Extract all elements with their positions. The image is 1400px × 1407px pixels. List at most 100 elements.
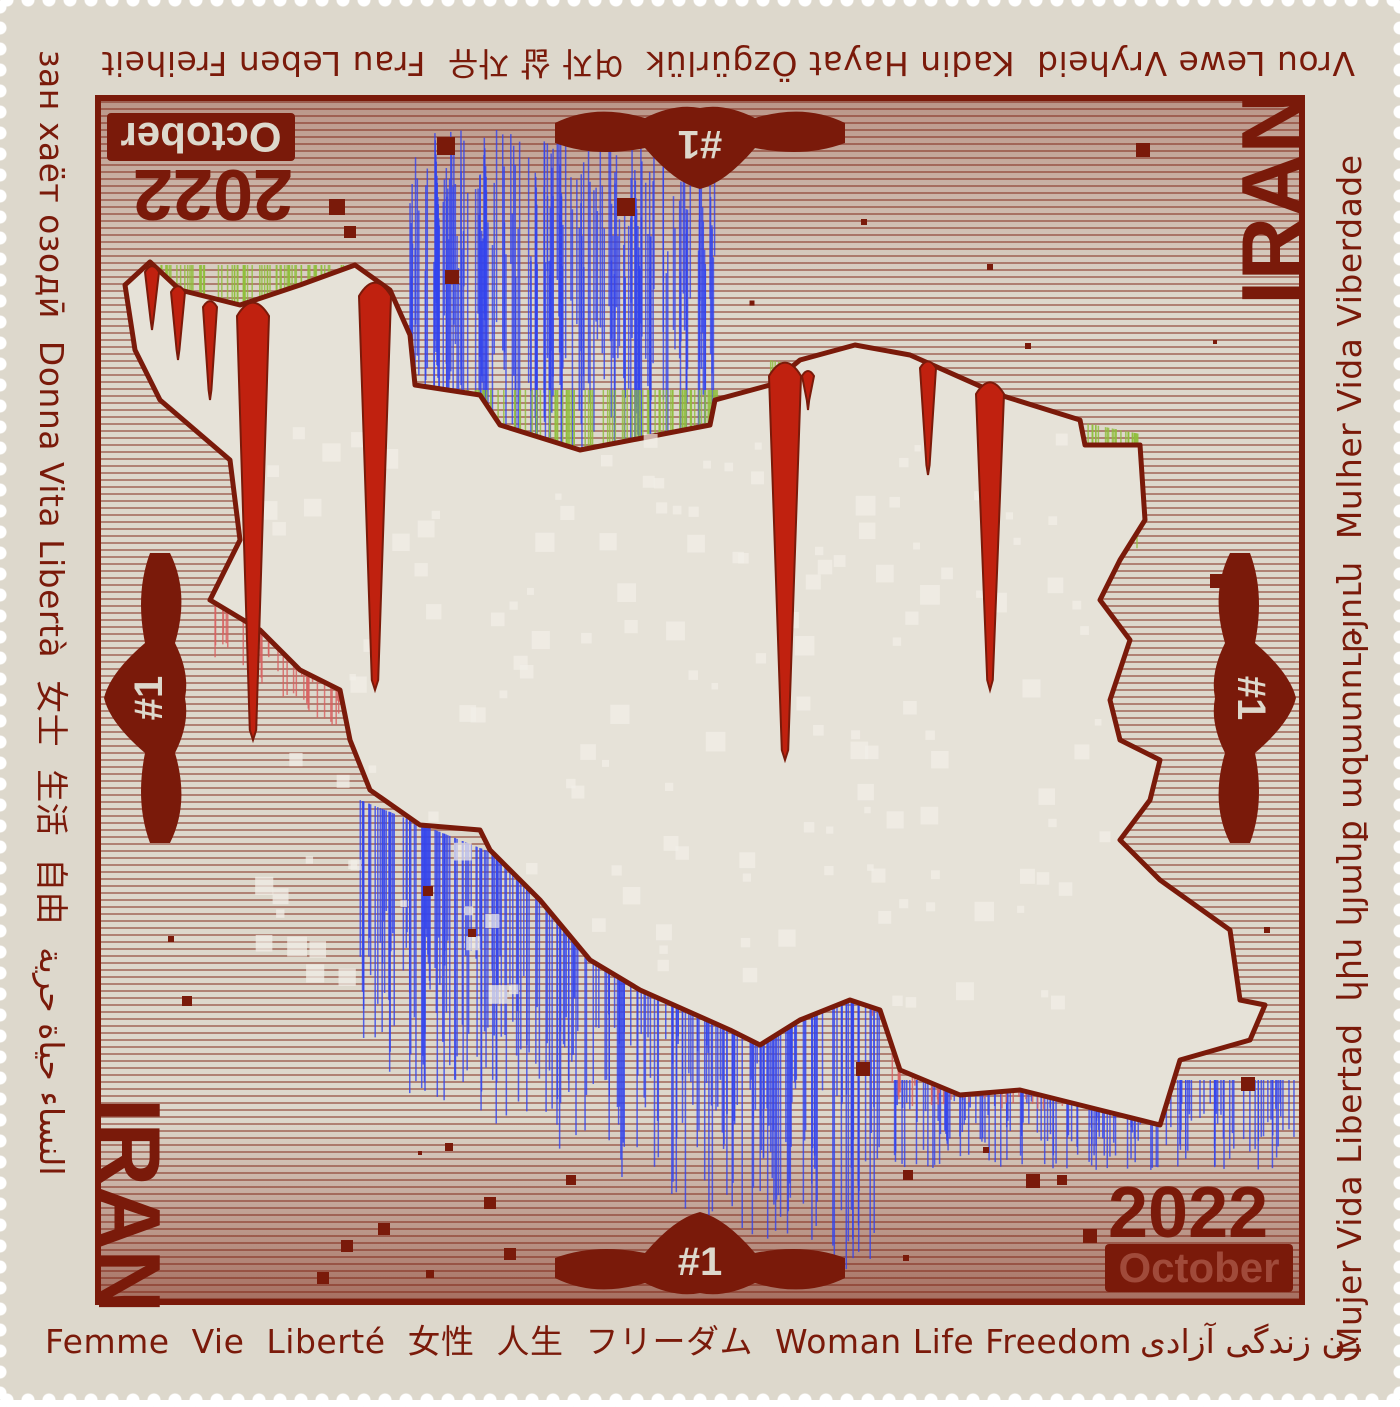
light-speck — [338, 968, 356, 986]
light-speck — [581, 632, 592, 644]
light-speck — [974, 901, 995, 922]
slogan-japanese-2: 人生 — [496, 1322, 564, 1361]
light-speck — [499, 690, 508, 699]
light-speck — [601, 454, 613, 467]
light-speck — [1017, 905, 1025, 913]
light-speck — [665, 782, 674, 792]
dark-square — [1026, 1174, 1040, 1188]
light-speck — [1048, 818, 1057, 828]
slogan-afrikaans: Vrou Lewe Vryheid — [1036, 44, 1355, 83]
light-speck — [1022, 679, 1041, 698]
light-speck — [466, 936, 481, 951]
month: October — [1105, 1244, 1293, 1292]
light-speck — [1047, 577, 1064, 594]
light-speck — [535, 532, 555, 552]
edge-text-top: Vrou Lewe Vryheid Kadin Hayat Özgürlük 여자 … — [95, 42, 1355, 90]
light-speck — [336, 774, 350, 788]
light-speck — [892, 995, 903, 1007]
slogan-japanese-1: 女性 — [407, 1322, 475, 1361]
light-speck — [414, 563, 428, 577]
light-speck — [1041, 990, 1049, 998]
blood-drip — [357, 281, 393, 694]
dark-square — [566, 1175, 576, 1185]
light-speck — [555, 493, 562, 500]
light-speck — [580, 744, 596, 760]
light-speck — [431, 510, 440, 520]
light-speck — [824, 865, 834, 876]
country-name: IRAN — [1223, 89, 1322, 305]
light-speck — [803, 822, 815, 833]
light-speck — [392, 533, 410, 552]
light-speck — [1048, 516, 1058, 526]
light-speck — [287, 936, 307, 957]
light-speck — [941, 567, 953, 580]
blood-drip — [143, 265, 161, 331]
dark-square — [418, 1151, 422, 1155]
light-speck — [867, 864, 874, 871]
dark-square — [1241, 1077, 1255, 1091]
light-speck — [599, 533, 617, 551]
light-speck — [914, 445, 921, 452]
light-speck — [724, 462, 734, 472]
light-speck — [742, 967, 758, 983]
dark-square — [1136, 143, 1150, 157]
light-speck — [309, 941, 327, 958]
light-speck — [920, 584, 940, 605]
light-speck — [488, 985, 508, 1004]
dark-square — [426, 1270, 434, 1278]
light-speck — [931, 750, 949, 769]
perforation-left — [0, 0, 7, 1400]
light-speck — [850, 741, 869, 760]
dark-square — [1025, 343, 1031, 349]
year: 2022 — [1108, 1173, 1269, 1253]
light-speck — [675, 846, 689, 860]
dark-square — [1213, 340, 1217, 344]
light-speck — [617, 583, 637, 603]
light-speck — [663, 835, 679, 851]
light-speck — [889, 496, 901, 508]
light-speck — [705, 731, 726, 752]
slogan-persian: زن زندگی آزادی — [1139, 1322, 1362, 1361]
light-speck — [751, 471, 764, 485]
light-speck — [509, 601, 518, 610]
light-speck — [508, 984, 519, 995]
light-speck — [878, 910, 892, 924]
light-speck — [485, 913, 500, 928]
light-speck — [974, 491, 984, 501]
dark-square — [468, 929, 476, 937]
light-speck — [886, 811, 904, 829]
light-speck — [560, 505, 575, 520]
light-speck — [267, 465, 280, 478]
slogan-chinese-1: 女士 — [32, 680, 71, 748]
dark-square — [341, 1240, 353, 1252]
light-speck — [711, 682, 719, 690]
light-speck — [349, 673, 356, 681]
light-speck — [303, 498, 322, 517]
light-speck — [857, 783, 874, 801]
slogan-arabic: النساء حياة حرية — [32, 947, 71, 1176]
light-speck — [306, 964, 325, 983]
light-speck — [778, 929, 796, 947]
slogan-italian: Donna Vita Libertà — [32, 340, 71, 659]
slogan-spanish: Mujer Vida Libertad — [1330, 1023, 1369, 1355]
blood-drip — [767, 361, 803, 764]
slogan-portuguese: Mulher Vida Viberdade — [1330, 154, 1369, 540]
dark-square — [378, 1223, 390, 1235]
light-speck — [903, 700, 917, 715]
light-speck — [611, 865, 622, 876]
edge-text-left: зан хаёт озодӣ Donna Vita Libertà 女士生活自由 ال… — [30, 50, 78, 1198]
dark-square — [445, 1143, 453, 1151]
cartouche-left: #1 — [104, 553, 190, 843]
blood-drips — [143, 265, 1006, 764]
cartouche-number: #1 — [677, 122, 723, 166]
cartouche-number: #1 — [677, 1240, 723, 1284]
slogan-french-3: Liberté — [266, 1322, 386, 1361]
slogan-turkish: Kadin Hayat Özgürlük — [645, 44, 1015, 83]
country-name: IRAN — [80, 1098, 179, 1314]
cartouche-number: #1 — [127, 675, 171, 721]
slogan-german: Frau Leben Freiheit — [101, 44, 426, 83]
dark-squares — [168, 137, 1270, 1284]
light-speck — [1050, 995, 1065, 1010]
dark-square — [861, 219, 867, 225]
light-speck — [905, 997, 917, 1008]
